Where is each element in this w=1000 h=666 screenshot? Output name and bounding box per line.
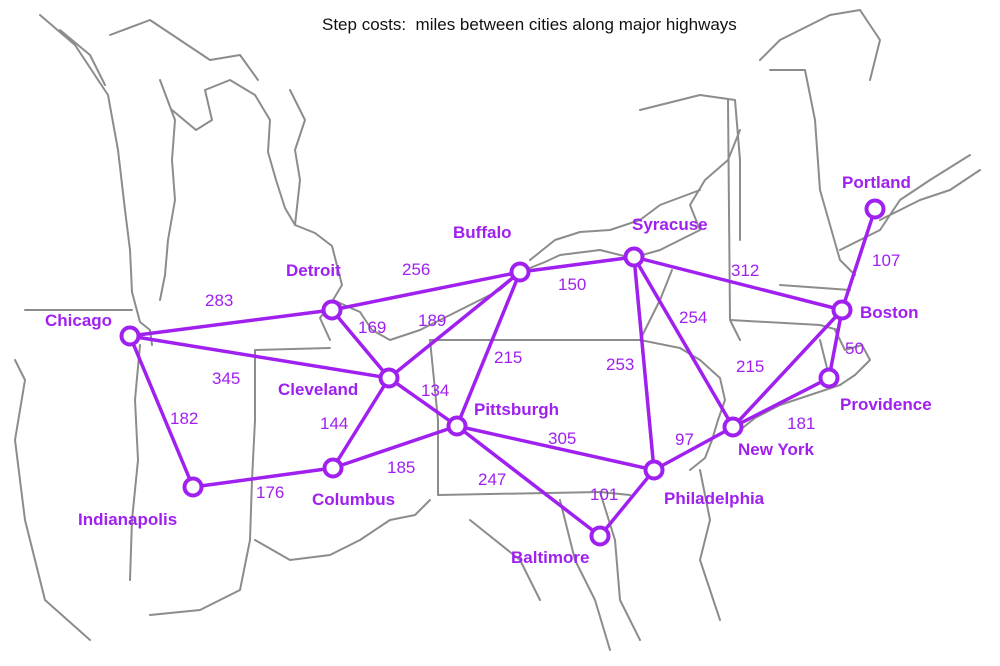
road-baltimore-philadelphia <box>598 468 656 538</box>
cost-label-chicago-indianapolis: 182 <box>170 409 198 428</box>
cost-label-buffalo-pittsburgh: 215 <box>494 348 522 367</box>
city-nodes <box>119 198 886 547</box>
road-detroit-cleveland <box>330 308 391 380</box>
city-node-indianapolis[interactable] <box>182 476 204 498</box>
road-chicago-cleveland <box>128 334 391 380</box>
road-syracuse-new-york <box>632 255 735 429</box>
city-labels: Chicago Detroit Cleveland Indianapolis Colum… <box>45 173 932 567</box>
city-node-providence[interactable] <box>818 367 840 389</box>
road-buffalo-syracuse <box>518 255 636 274</box>
cost-label-baltimore-philadelphia: 101 <box>590 485 618 504</box>
road-syracuse-boston <box>632 255 844 312</box>
city-node-buffalo[interactable] <box>509 261 531 283</box>
cost-label-boston-providence: 50 <box>845 339 864 358</box>
city-label-new-york: New York <box>738 440 814 459</box>
cost-label-buffalo-syracuse: 150 <box>558 275 586 294</box>
cost-label-pittsburgh-philadelphia: 305 <box>548 429 576 448</box>
highway-network <box>128 207 877 538</box>
city-label-providence: Providence <box>840 395 932 414</box>
road-boston-providence <box>827 308 844 380</box>
cost-label-chicago-detroit: 283 <box>205 291 233 310</box>
city-node-new-york[interactable] <box>722 416 744 438</box>
city-node-portland[interactable] <box>864 198 886 220</box>
city-node-syracuse[interactable] <box>623 246 645 268</box>
road-indianapolis-columbus <box>191 466 335 489</box>
road-philadelphia-new-york <box>652 425 735 472</box>
cost-label-syracuse-new-york: 254 <box>679 308 707 327</box>
city-label-buffalo: Buffalo <box>453 223 512 242</box>
cost-label-detroit-buffalo: 256 <box>402 260 430 279</box>
cost-label-syracuse-boston: 312 <box>731 261 759 280</box>
city-node-philadelphia[interactable] <box>643 459 665 481</box>
cost-label-cleveland-columbus: 144 <box>320 414 348 433</box>
cost-label-detroit-cleveland: 169 <box>358 318 386 337</box>
midwest-borders <box>14 309 631 641</box>
city-label-cleveland: Cleveland <box>278 380 358 399</box>
cost-label-indianapolis-columbus: 176 <box>256 483 284 502</box>
new-england-coast <box>739 9 981 431</box>
road-pittsburgh-philadelphia <box>455 424 656 472</box>
road-cleveland-columbus <box>331 376 391 470</box>
cost-label-pittsburgh-baltimore: 247 <box>478 470 506 489</box>
city-label-columbus: Columbus <box>312 490 395 509</box>
road-new-york-providence <box>731 376 831 429</box>
cost-label-new-york-boston: 215 <box>736 357 764 376</box>
city-node-detroit[interactable] <box>321 299 343 321</box>
road-syracuse-philadelphia <box>632 255 656 472</box>
city-label-boston: Boston <box>860 303 919 322</box>
michigan-outline <box>39 14 343 346</box>
road-cleveland-pittsburgh <box>387 376 459 428</box>
city-label-philadelphia: Philadelphia <box>664 489 765 508</box>
cost-label-new-york-providence: 181 <box>787 414 815 433</box>
cost-label-chicago-cleveland: 345 <box>212 369 240 388</box>
cost-label-columbus-pittsburgh: 185 <box>387 458 415 477</box>
road-boston-portland <box>840 207 877 312</box>
city-label-baltimore: Baltimore <box>511 548 589 567</box>
city-label-indianapolis: Indianapolis <box>78 510 177 529</box>
road-chicago-indianapolis <box>128 334 195 489</box>
state-borders <box>14 9 981 651</box>
cost-label-syracuse-philadelphia: 253 <box>606 355 634 374</box>
road-columbus-pittsburgh <box>331 424 459 470</box>
city-node-boston[interactable] <box>831 299 853 321</box>
city-label-detroit: Detroit <box>286 261 341 280</box>
road-new-york-boston <box>731 308 844 429</box>
city-node-baltimore[interactable] <box>589 525 611 547</box>
cost-label-cleveland-buffalo: 189 <box>418 311 446 330</box>
city-label-chicago: Chicago <box>45 311 112 330</box>
cost-label-philadelphia-new-york: 97 <box>675 430 694 449</box>
city-node-cleveland[interactable] <box>378 367 400 389</box>
city-node-columbus[interactable] <box>322 457 344 479</box>
map-title: Step costs: miles between cities along m… <box>322 15 737 34</box>
cost-label-cleveland-pittsburgh: 134 <box>421 381 449 400</box>
city-node-pittsburgh[interactable] <box>446 415 468 437</box>
city-label-pittsburgh: Pittsburgh <box>474 400 559 419</box>
road-pittsburgh-baltimore <box>455 424 602 538</box>
step-costs: 283 345 182 176 169 256 189 144 134 185 215 150 305 2… <box>170 251 900 504</box>
road-detroit-buffalo <box>330 270 522 312</box>
city-label-portland: Portland <box>842 173 911 192</box>
road-chicago-detroit <box>128 308 334 338</box>
road-cleveland-buffalo <box>387 270 522 380</box>
city-node-chicago[interactable] <box>119 325 141 347</box>
city-label-syracuse: Syracuse <box>632 215 708 234</box>
cost-label-boston-portland: 107 <box>872 251 900 270</box>
road-buffalo-pittsburgh <box>455 270 522 428</box>
